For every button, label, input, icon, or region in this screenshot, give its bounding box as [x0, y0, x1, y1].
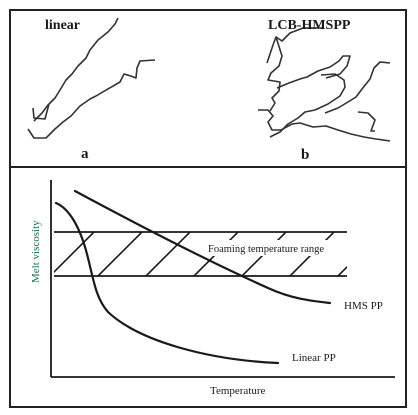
branched-chain-7: [357, 111, 376, 132]
branched-chain-4: [269, 73, 346, 138]
curve-label-hms-pp: HMS PP: [344, 300, 383, 312]
band-label: Foaming temperature range: [208, 244, 324, 255]
graph-axes: [50, 180, 395, 378]
linear-chain-3: [27, 59, 156, 139]
panel-b-title: LCB-HMSPP: [268, 18, 351, 33]
panel-divider: [9, 166, 407, 168]
panel-b-branched-chains: [258, 27, 391, 142]
panel-a-title: linear: [45, 18, 80, 33]
band-label-backdrop: [205, 240, 357, 256]
panel-a-letter: a: [81, 146, 89, 162]
panel-a-linear-chains: [27, 17, 156, 139]
curve-hms-pp: [73, 189, 332, 305]
graph-curves: [54, 189, 332, 365]
figure-frame: [9, 9, 407, 408]
linear-chain-2: [32, 103, 50, 120]
panel-b-letter: b: [301, 147, 309, 163]
branched-chain-6: [324, 61, 391, 114]
branched-chain-1: [266, 27, 324, 64]
y-axis-label: Melt viscosity: [30, 220, 42, 283]
branched-chain-5: [258, 109, 391, 142]
branched-chain-3: [276, 55, 351, 89]
curve-linear-pp: [54, 201, 280, 365]
curve-label-linear-pp: Linear PP: [292, 352, 336, 364]
foaming-band: [54, 231, 357, 277]
branched-chain-2: [267, 36, 283, 112]
linear-chain-1: [33, 17, 119, 122]
x-axis-label: Temperature: [210, 385, 266, 397]
